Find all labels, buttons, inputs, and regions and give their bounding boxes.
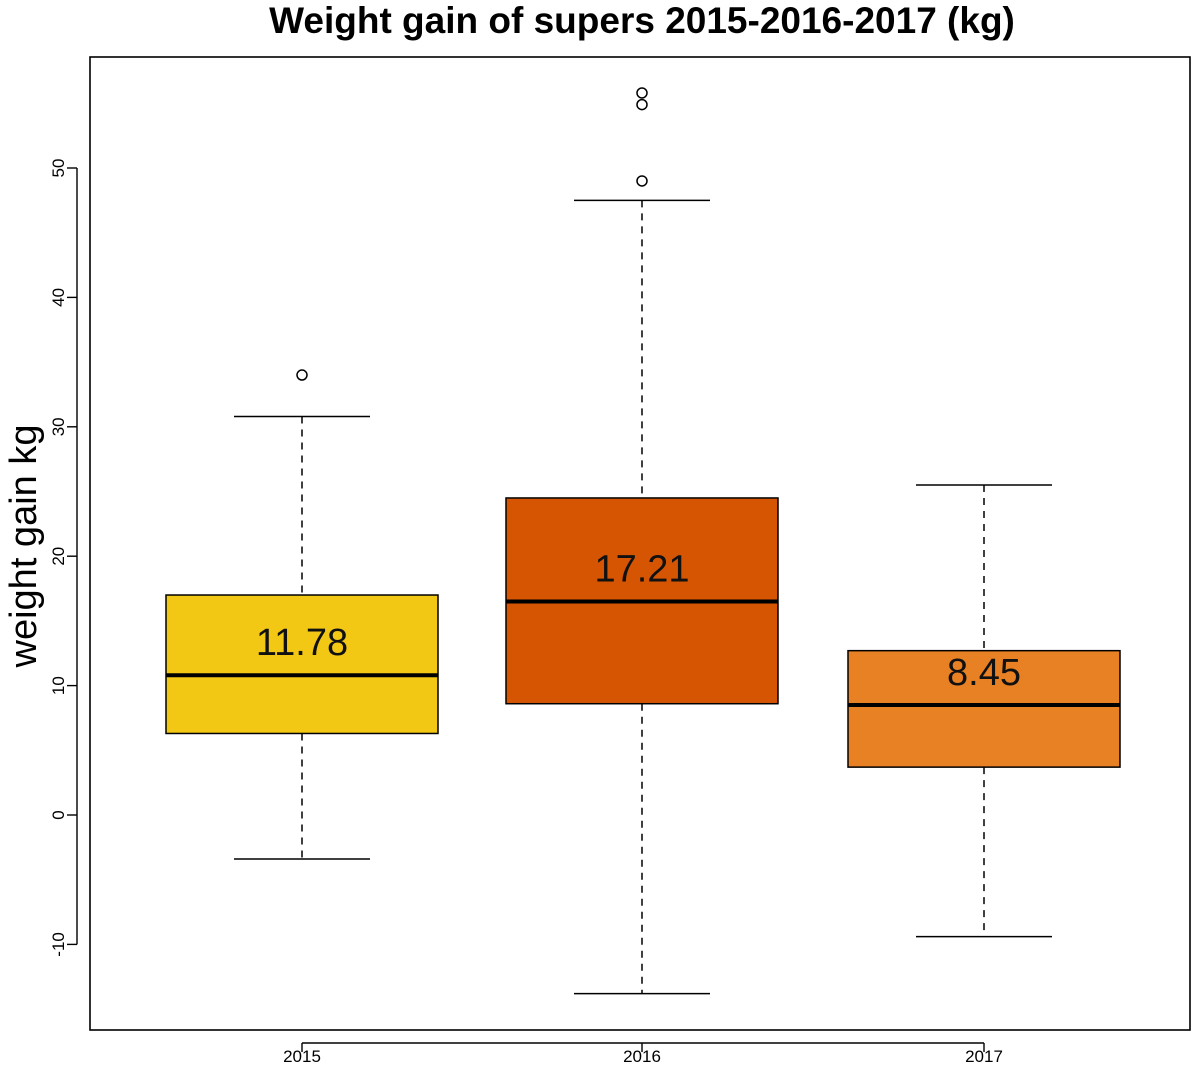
- box-2017: 8.45: [847, 484, 1121, 938]
- y-axis-label: weight gain kg: [3, 425, 45, 669]
- data-label: 17.21: [594, 548, 689, 590]
- boxes-group: 11.78 17.21 8.45: [165, 87, 1121, 995]
- plot-frame: [89, 56, 1191, 1031]
- outlier-point: [296, 369, 308, 381]
- y-axis: -10 0 10 20 30 40 50: [49, 159, 78, 957]
- outlier-point: [636, 98, 648, 111]
- data-label: 8.45: [947, 652, 1021, 694]
- x-tick-label: 2017: [965, 1047, 1003, 1066]
- y-tick-label: 20: [49, 547, 68, 566]
- x-tick-label: 2015: [283, 1047, 321, 1066]
- y-tick-label: 30: [49, 417, 68, 436]
- data-label: 11.78: [256, 622, 348, 664]
- outlier-point: [636, 175, 648, 187]
- x-tick-label: 2016: [623, 1047, 661, 1066]
- y-tick-label: 0: [49, 810, 68, 819]
- y-tick-label: -10: [49, 932, 68, 957]
- box-2015: 11.78: [165, 369, 439, 860]
- y-tick-label: 50: [49, 159, 68, 178]
- outlier-point: [636, 87, 648, 99]
- x-axis: 2015 2016 2017: [283, 1042, 1003, 1066]
- box-rect: [165, 594, 439, 735]
- box-rect: [847, 649, 1121, 768]
- y-tick-label: 10: [49, 676, 68, 695]
- box-2016: 17.21: [505, 87, 779, 995]
- chart-title: Weight gain of supers 2015-2016-2017 (kg…: [269, 0, 1015, 41]
- y-tick-label: 40: [49, 288, 68, 307]
